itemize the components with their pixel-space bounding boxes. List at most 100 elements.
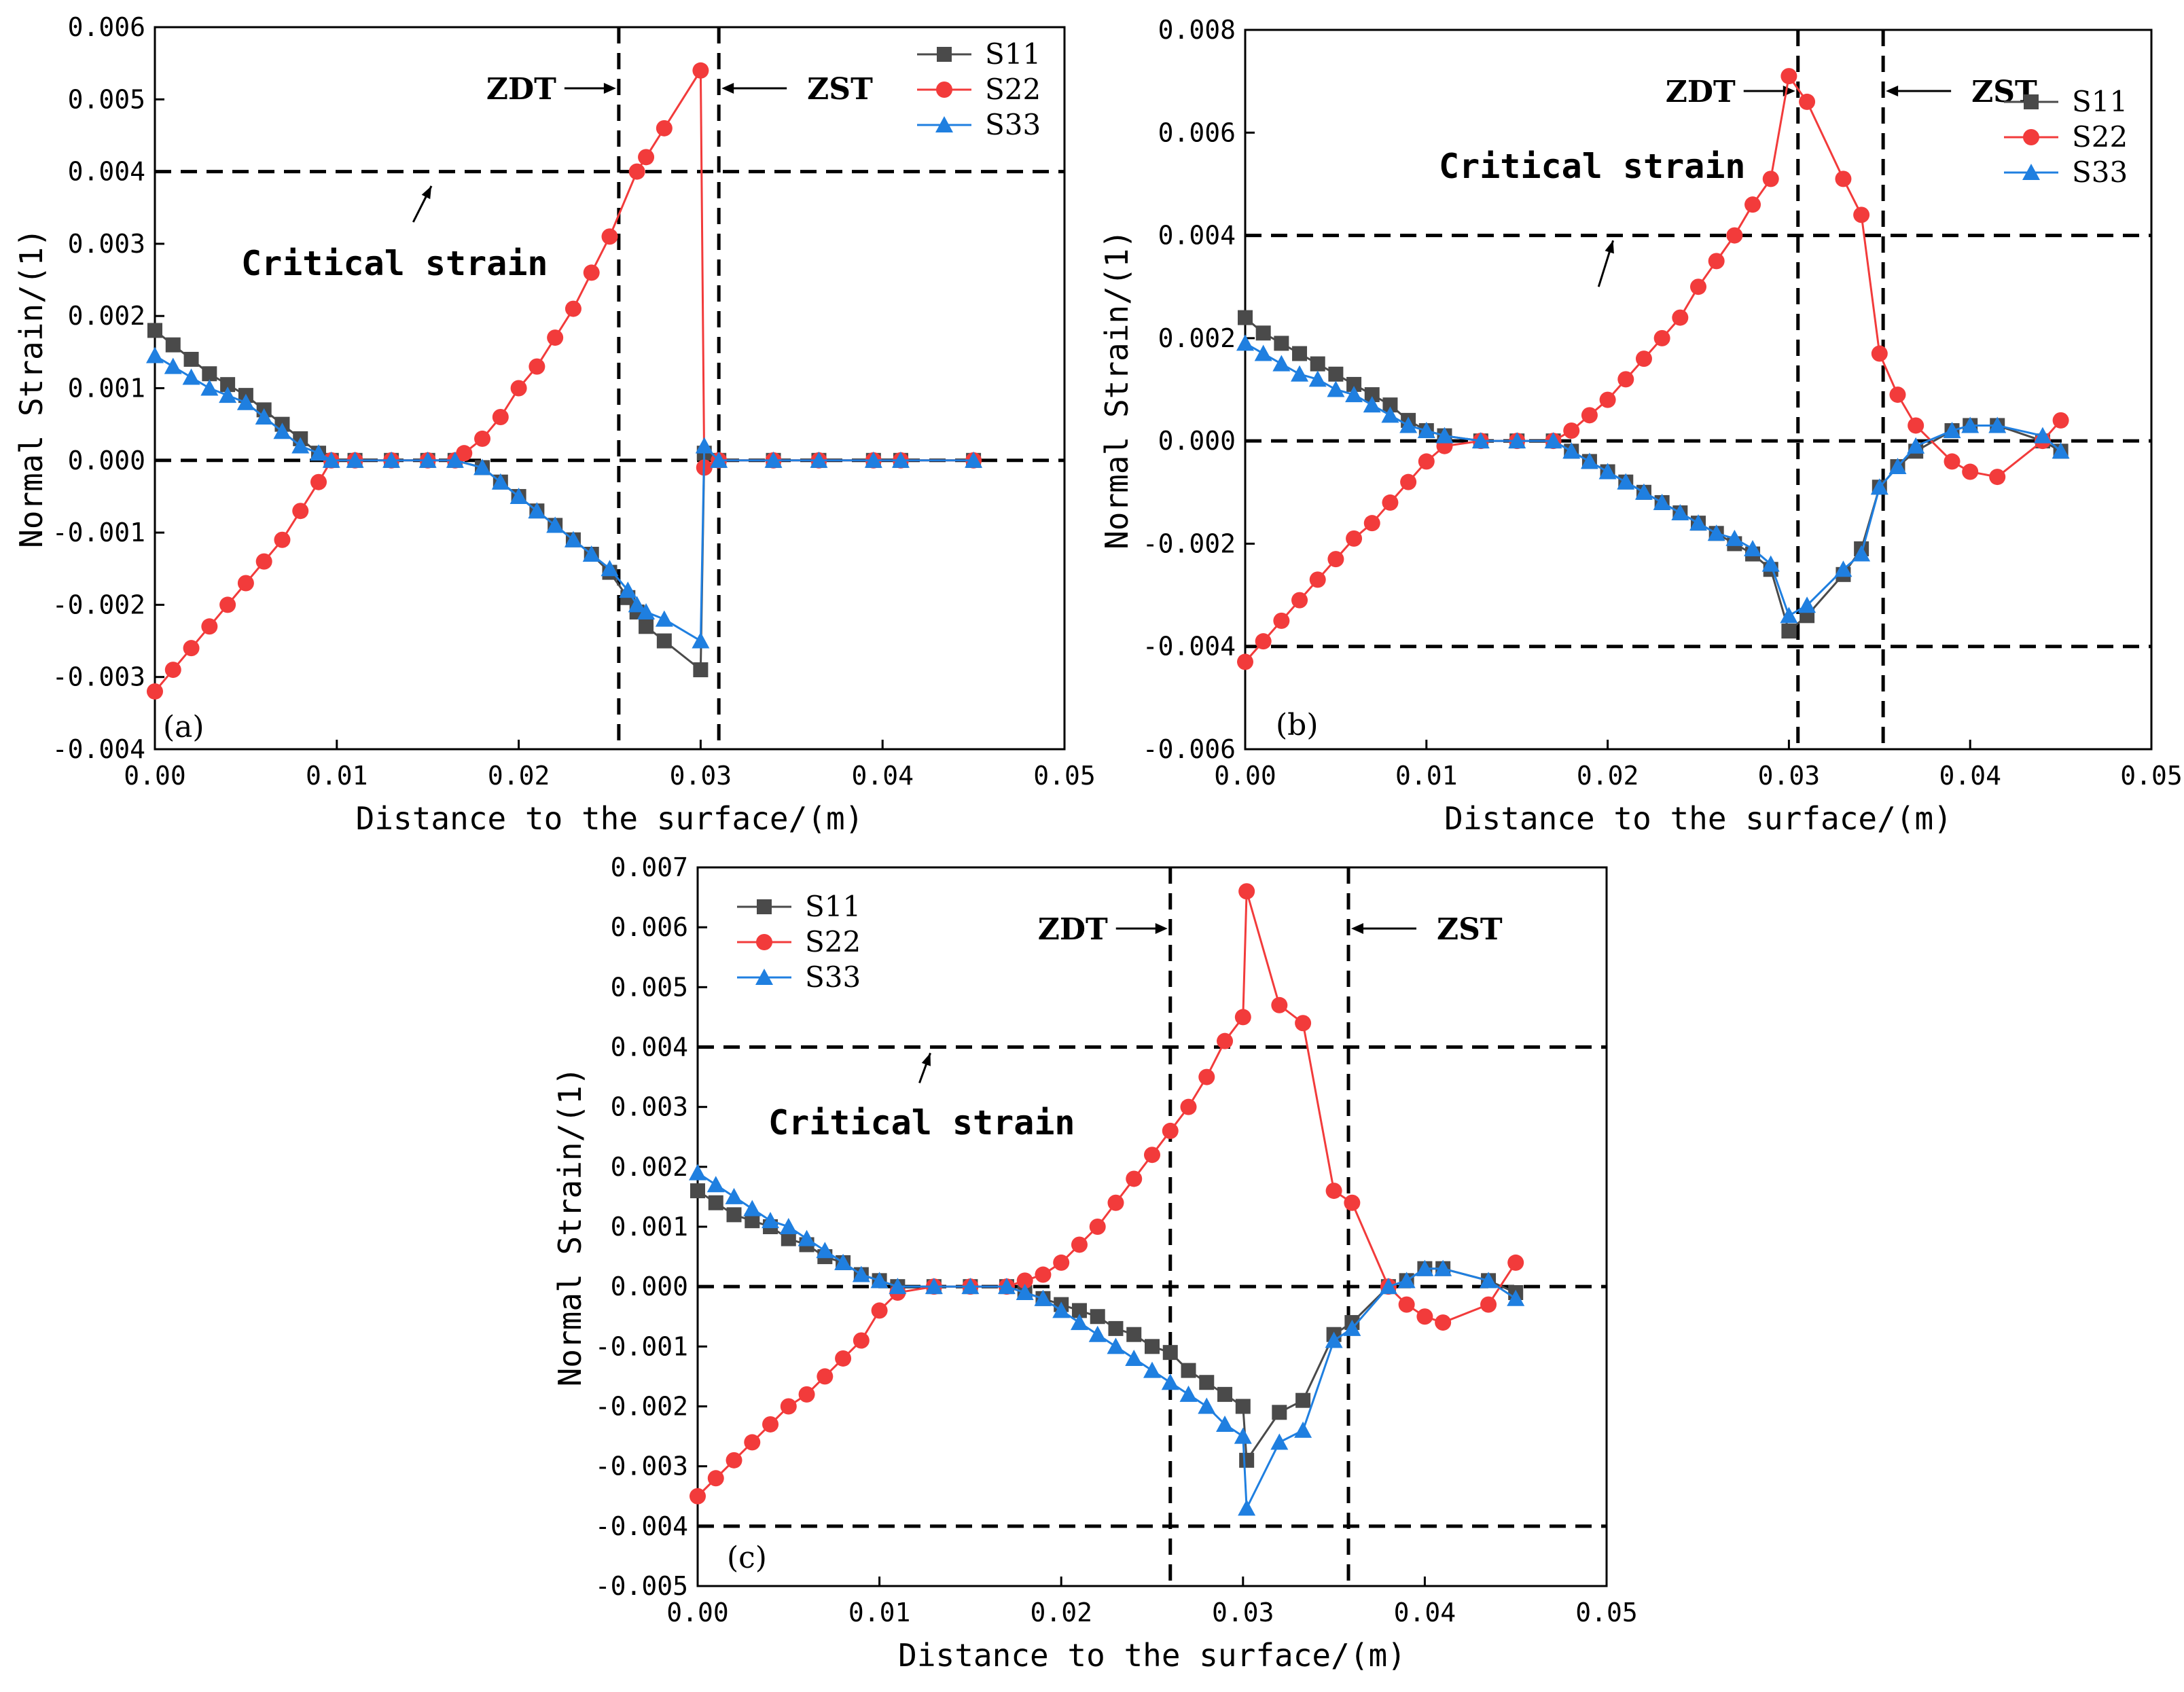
data-point-s22 <box>255 553 272 570</box>
data-point-s33 <box>382 451 401 468</box>
data-point-s33 <box>1870 478 1888 495</box>
data-point-s11 <box>1274 336 1289 351</box>
data-point-s33 <box>601 560 619 577</box>
data-point-s33 <box>1725 529 1744 546</box>
data-point-s22 <box>201 618 218 635</box>
data-point-s11 <box>1239 1452 1255 1468</box>
legend-marker <box>937 47 952 62</box>
data-point-s33 <box>310 444 328 461</box>
data-point-s22 <box>1162 1122 1179 1139</box>
data-point-s11 <box>1071 1303 1087 1318</box>
data-point-s33 <box>200 379 219 396</box>
data-point-s33 <box>146 346 164 363</box>
data-point-s33 <box>255 408 273 425</box>
data-point-s22 <box>1653 329 1670 346</box>
data-point-s22 <box>1291 592 1308 609</box>
y-tick-label: 0.003 <box>611 1092 688 1122</box>
data-point-s22 <box>1672 309 1689 326</box>
data-point-s22 <box>183 640 200 657</box>
y-tick-label: 0.002 <box>68 301 145 331</box>
legend-marker <box>755 969 773 985</box>
series-line-s22 <box>154 67 974 692</box>
data-point-s33 <box>1562 442 1581 459</box>
data-point-s33 <box>509 487 528 504</box>
data-point-s33 <box>1598 463 1617 480</box>
data-point-s33 <box>1125 1349 1143 1366</box>
data-point-s33 <box>236 393 255 410</box>
data-point-s33 <box>2033 427 2052 444</box>
data-point-s33 <box>798 1229 816 1246</box>
data-point-s22 <box>456 445 473 462</box>
data-point-s11 <box>1181 1363 1196 1378</box>
y-tick-label: 0.002 <box>1158 323 1236 353</box>
series-line-s33 <box>697 1172 1517 1513</box>
data-point-s33 <box>1034 1289 1052 1306</box>
y-tick-label: 0.005 <box>68 84 145 114</box>
data-point-s22 <box>565 300 581 317</box>
y-tick-label: -0.004 <box>52 734 145 764</box>
data-point-s22 <box>726 1452 742 1469</box>
legend-marker <box>936 82 952 98</box>
data-point-s22 <box>1325 1183 1342 1200</box>
panel-tag: (c) <box>727 1541 767 1575</box>
x-tick-label: 0.03 <box>1212 1598 1274 1627</box>
legend-marker <box>2023 129 2039 145</box>
data-point-s11 <box>1199 1375 1215 1390</box>
data-point-s33 <box>1744 539 1762 556</box>
data-point-s33 <box>1143 1361 1161 1378</box>
y-tick-label: 0.004 <box>1158 221 1236 251</box>
data-point-s33 <box>1291 365 1309 382</box>
data-point-s11 <box>1108 1320 1124 1336</box>
data-point-s22 <box>1255 633 1272 650</box>
data-point-s22 <box>1217 1032 1234 1049</box>
data-point-s33 <box>1161 1373 1179 1390</box>
x-axis-title: Distance to the surface/(m) <box>1444 800 1952 837</box>
data-point-s33 <box>564 530 582 547</box>
data-point-s33 <box>1272 355 1291 372</box>
data-point-s33 <box>925 1278 943 1295</box>
y-tick-label: 0.007 <box>611 852 688 882</box>
data-point-s22 <box>474 430 491 447</box>
data-point-s22 <box>1418 453 1435 470</box>
data-point-s11 <box>1090 1309 1105 1325</box>
data-point-s33 <box>891 451 910 468</box>
panel-tag: (b) <box>1276 708 1319 742</box>
zone-arrow-head <box>1155 923 1168 934</box>
data-point-s22 <box>164 662 181 679</box>
data-point-s22 <box>1989 469 2006 486</box>
legend-label: S22 <box>2072 120 2128 154</box>
y-tick-label: 0.004 <box>68 157 145 187</box>
data-point-s22 <box>1327 551 1344 568</box>
data-point-s22 <box>1126 1170 1143 1187</box>
data-point-s22 <box>1744 196 1761 213</box>
data-point-s22 <box>656 120 673 137</box>
data-point-s33 <box>1325 1331 1343 1348</box>
data-point-s33 <box>1198 1397 1216 1414</box>
y-tick-label: -0.002 <box>1143 528 1236 558</box>
x-tick-label: 0.01 <box>1395 761 1458 791</box>
data-point-s22 <box>147 683 163 700</box>
data-point-s22 <box>1708 253 1725 270</box>
data-point-s33 <box>1327 380 1345 397</box>
data-point-s11 <box>1364 387 1380 403</box>
data-point-s22 <box>1599 391 1616 408</box>
data-point-s11 <box>639 619 654 634</box>
data-point-s22 <box>1690 278 1706 295</box>
data-point-s33 <box>743 1200 762 1217</box>
x-tick-label: 0.00 <box>1214 761 1276 791</box>
x-tick-label: 0.01 <box>306 761 368 791</box>
data-point-s22 <box>1363 515 1380 532</box>
zone-arrow-head <box>1886 86 1899 96</box>
data-point-s11 <box>220 377 236 393</box>
critical-strain-label: Critical strain <box>1439 147 1746 186</box>
y-tick-label: 0.008 <box>1158 15 1236 45</box>
data-point-s33 <box>1617 473 1635 490</box>
data-point-s22 <box>237 575 254 592</box>
x-tick-label: 0.03 <box>670 761 732 791</box>
data-point-s33 <box>1345 386 1363 403</box>
data-point-s22 <box>638 149 655 166</box>
data-point-s33 <box>1888 457 1907 474</box>
data-point-s33 <box>655 610 673 627</box>
